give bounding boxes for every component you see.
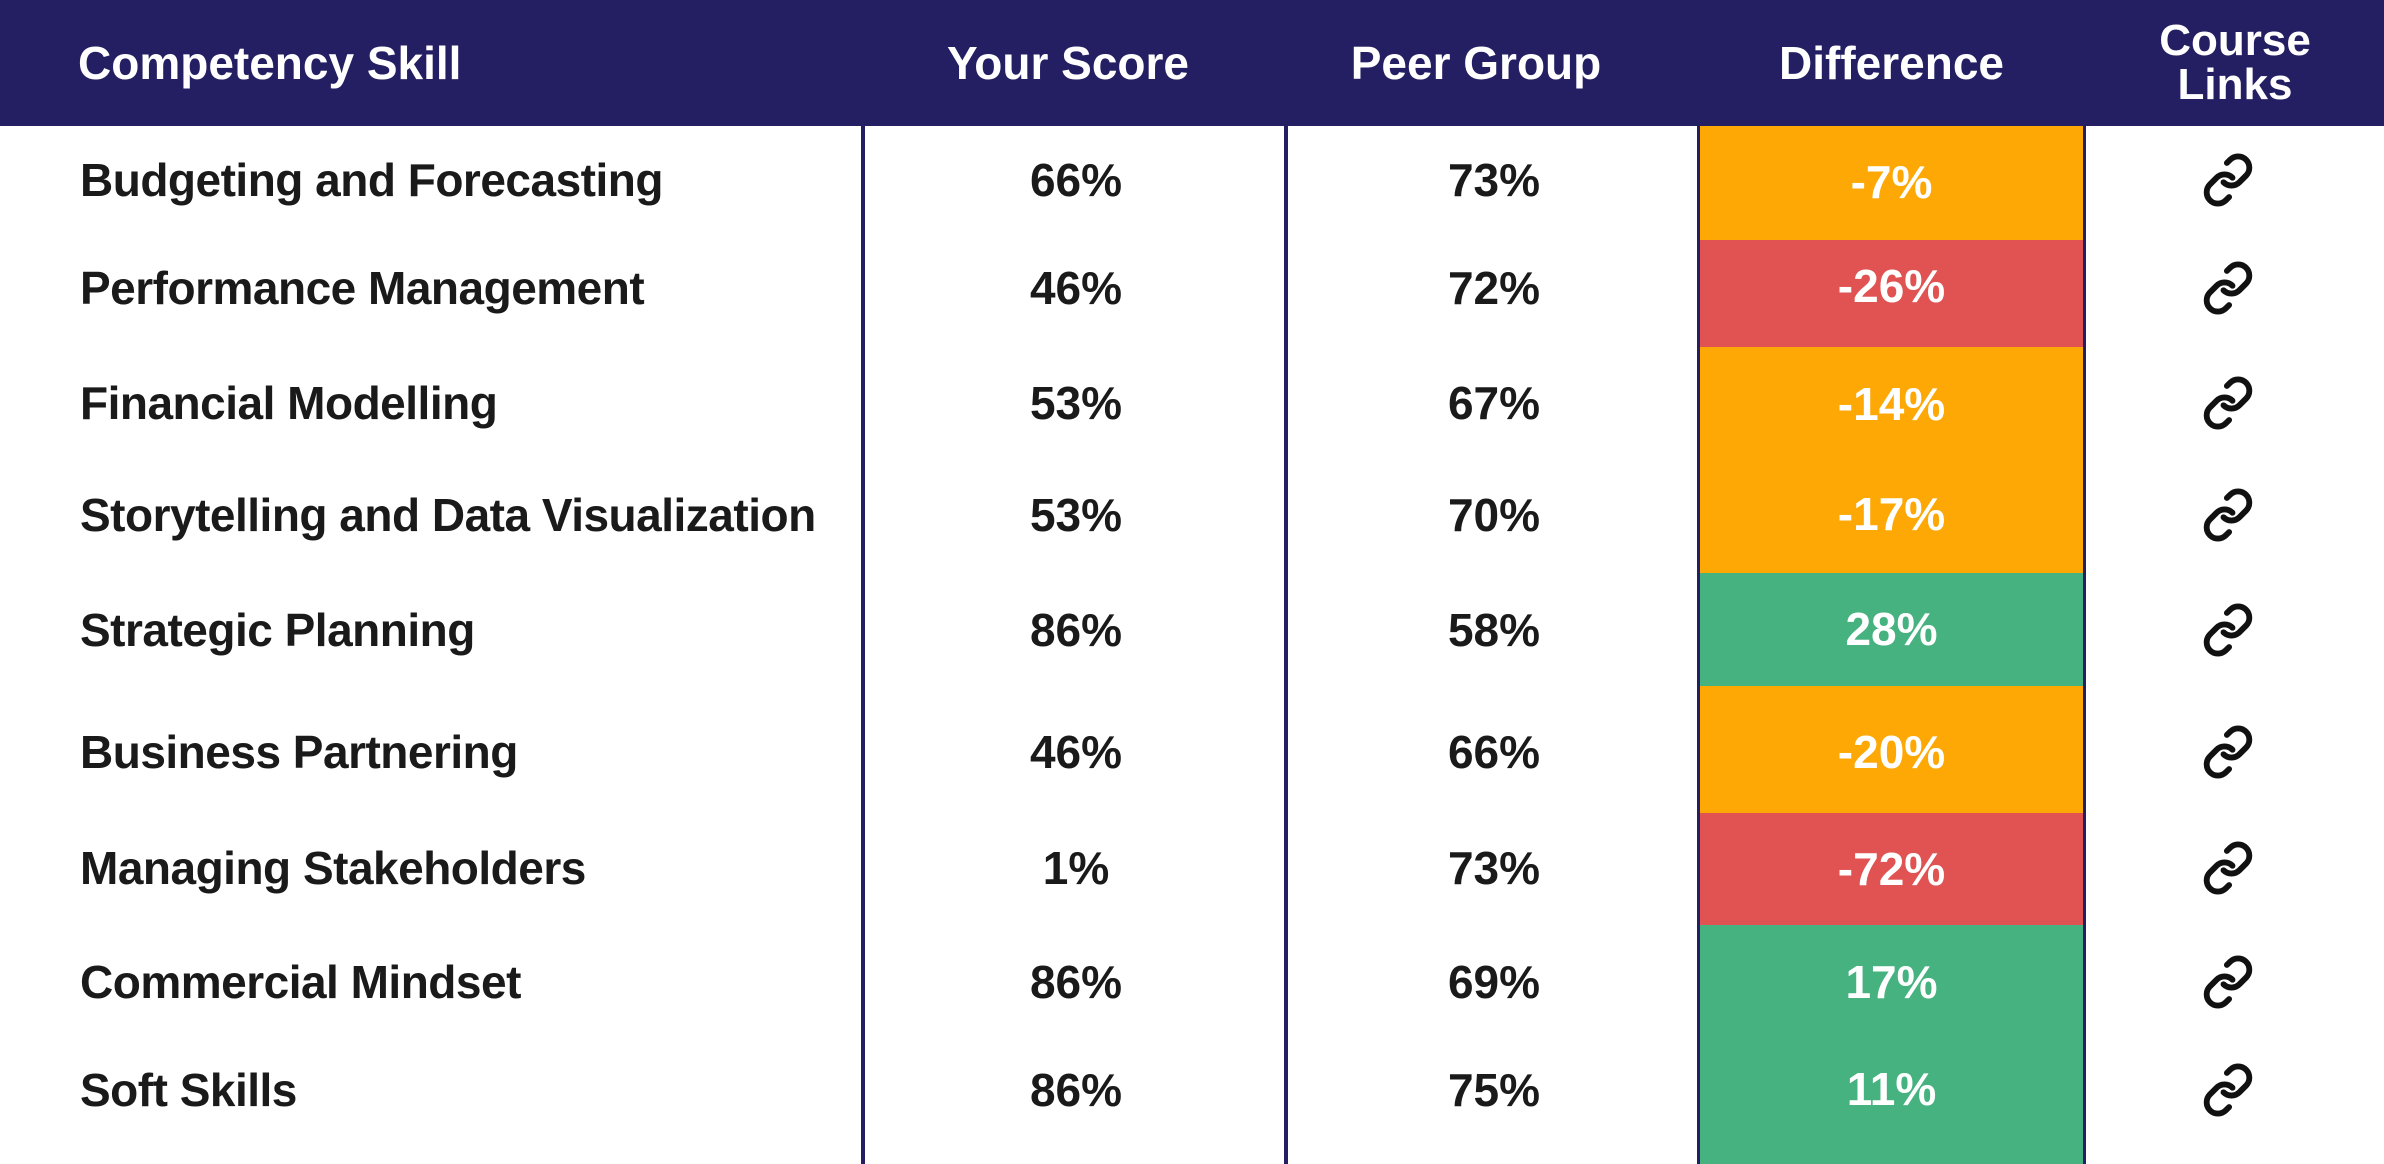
header-course-links-label: Course Links: [2159, 16, 2311, 109]
row-skill-label: Soft Skills: [80, 1064, 297, 1116]
row-peer-group: 73%: [1447, 842, 1541, 894]
row-difference-value: 28%: [1845, 603, 1938, 655]
row-your-score: 86%: [1029, 1064, 1123, 1116]
row-difference-green: 11%: [1700, 1040, 2083, 1164]
row-peer-group: 69%: [1447, 956, 1541, 1008]
row-your-score: 1%: [1042, 842, 1110, 894]
row-peer-group: 73%: [1447, 154, 1541, 206]
header-peer-group: Peer Group: [1350, 37, 1602, 89]
row-peer-group: 72%: [1447, 262, 1541, 314]
row-your-score: 53%: [1029, 377, 1123, 429]
column-divider: [1697, 0, 1701, 1164]
link-icon[interactable]: [2198, 600, 2258, 660]
table-header: [0, 0, 2384, 126]
row-difference-red: -26%: [1700, 240, 2083, 347]
row-peer-group: 58%: [1447, 604, 1541, 656]
row-difference-value: -17%: [1837, 488, 1946, 540]
row-skill-label: Budgeting and Forecasting: [80, 154, 663, 206]
row-difference-amber: -7%: [1700, 126, 2083, 240]
header-course-links: Course Links: [2087, 0, 2383, 126]
column-divider: [861, 0, 865, 1164]
link-icon[interactable]: [2198, 1060, 2258, 1120]
row-your-score: 66%: [1029, 154, 1123, 206]
row-difference-value: -26%: [1837, 260, 1946, 312]
row-peer-group: 67%: [1447, 377, 1541, 429]
row-difference-amber: -17%: [1700, 460, 2083, 573]
row-difference-red: -72%: [1700, 813, 2083, 925]
row-skill-label: Business Partnering: [80, 726, 518, 778]
link-icon[interactable]: [2198, 258, 2258, 318]
row-peer-group: 70%: [1447, 489, 1541, 541]
row-skill-label: Financial Modelling: [80, 377, 498, 429]
header-difference: Difference: [1779, 37, 2004, 89]
row-peer-group: 66%: [1447, 726, 1541, 778]
row-skill-label: Managing Stakeholders: [80, 842, 586, 894]
row-your-score: 46%: [1029, 262, 1123, 314]
link-icon[interactable]: [2198, 150, 2258, 210]
row-difference-value: -20%: [1837, 726, 1946, 778]
link-icon[interactable]: [2198, 485, 2258, 545]
row-your-score: 53%: [1029, 489, 1123, 541]
link-icon[interactable]: [2198, 838, 2258, 898]
row-difference-value: -72%: [1837, 843, 1946, 895]
column-divider: [1284, 0, 1288, 1164]
row-your-score: 86%: [1029, 604, 1123, 656]
row-difference-amber: -20%: [1700, 686, 2083, 813]
row-peer-group: 75%: [1447, 1064, 1541, 1116]
column-divider: [2082, 0, 2086, 1164]
row-your-score: 86%: [1029, 956, 1123, 1008]
row-skill-label: Strategic Planning: [80, 604, 475, 656]
row-difference-value: -14%: [1837, 378, 1946, 430]
row-difference-value: 11%: [1846, 1063, 1937, 1115]
row-skill-label: Storytelling and Data Visualization: [80, 489, 816, 541]
row-difference-value: 17%: [1845, 956, 1938, 1008]
row-skill-label: Performance Management: [80, 262, 645, 314]
link-icon[interactable]: [2198, 722, 2258, 782]
link-icon[interactable]: [2198, 373, 2258, 433]
row-difference-value: -7%: [1850, 156, 1933, 208]
row-your-score: 46%: [1029, 726, 1123, 778]
row-difference-amber: -14%: [1700, 347, 2083, 460]
row-difference-green: 17%: [1700, 925, 2083, 1040]
row-skill-label: Commercial Mindset: [80, 956, 521, 1008]
link-icon[interactable]: [2198, 952, 2258, 1012]
row-difference-green: 28%: [1700, 573, 2083, 686]
header-your-score: Your Score: [947, 37, 1189, 89]
header-competency-skill: Competency Skill: [78, 37, 462, 89]
